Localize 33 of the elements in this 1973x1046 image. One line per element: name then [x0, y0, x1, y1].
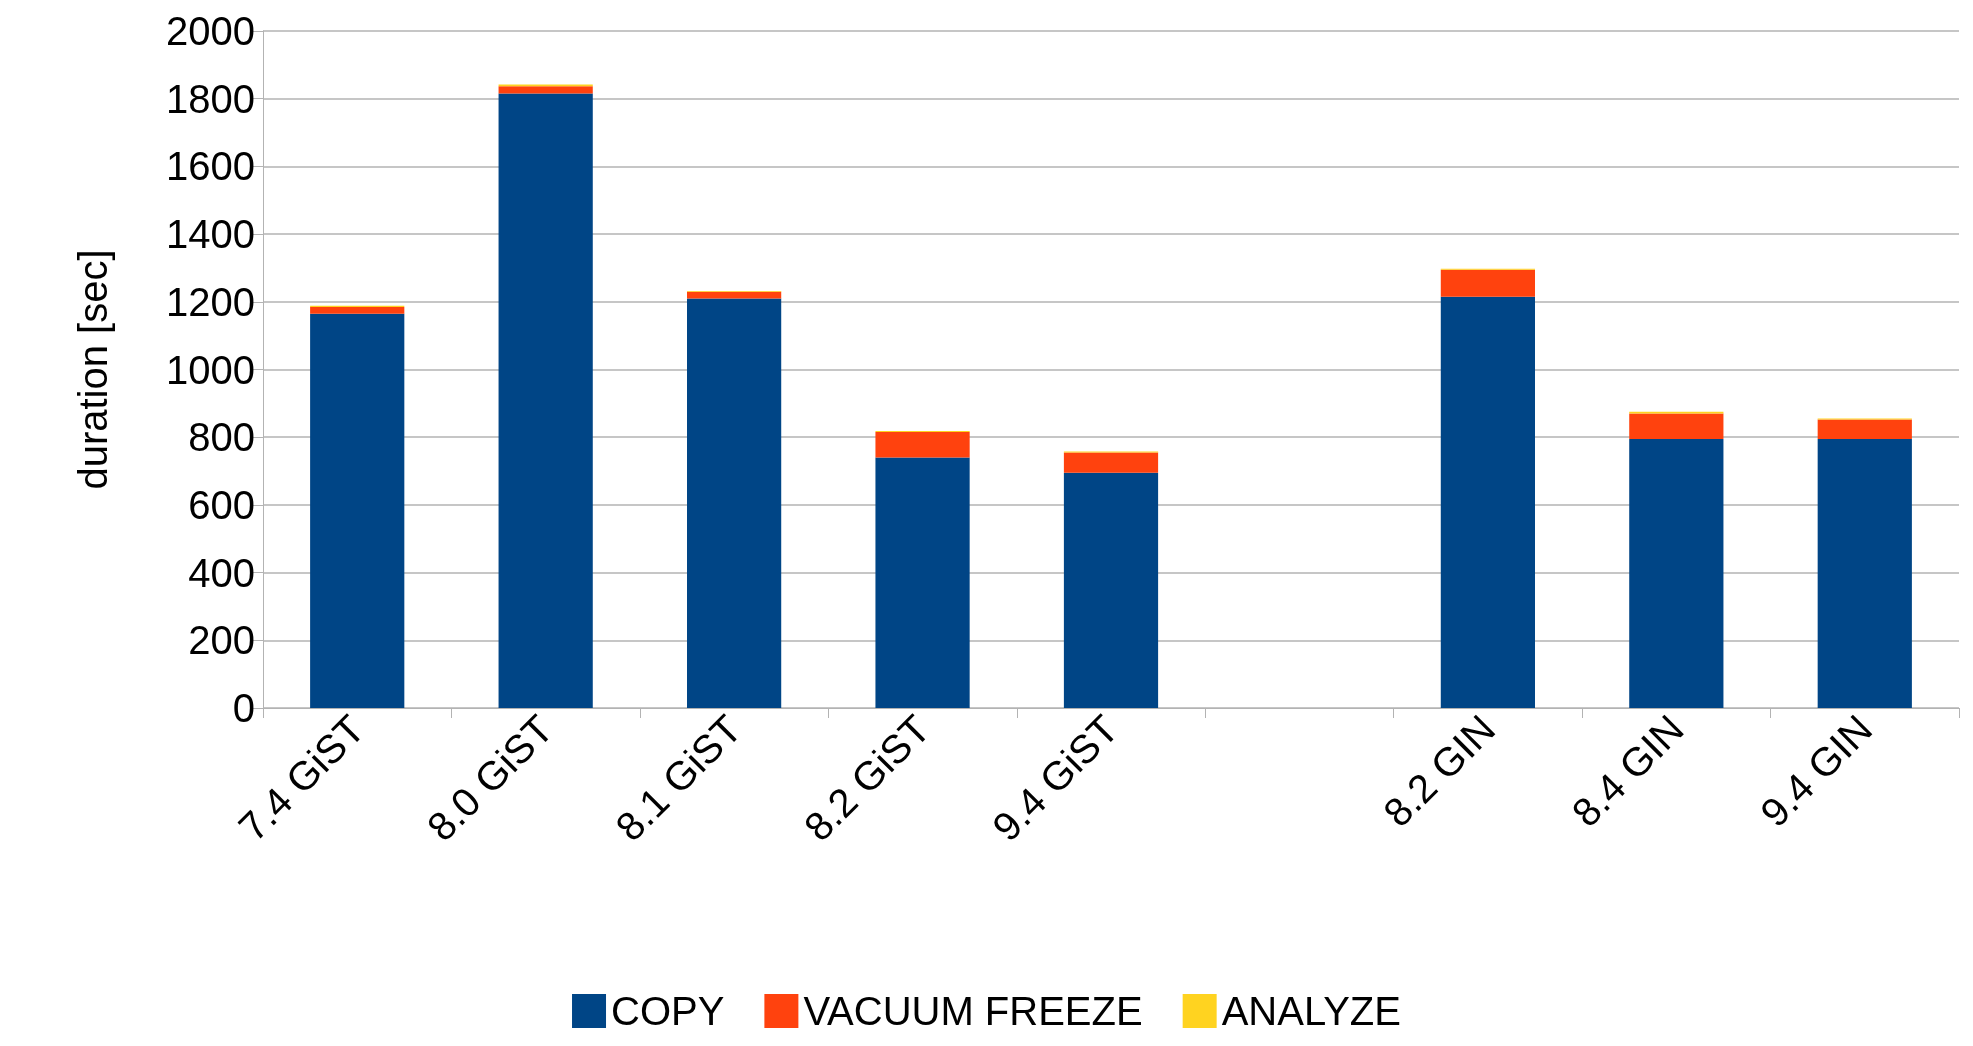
bar	[1440, 296, 1535, 708]
y-tick-label: 600	[188, 482, 255, 527]
legend-label: COPY	[611, 989, 725, 1033]
y-tick-label: 0	[232, 686, 255, 730]
y-tick-label: 1600	[166, 144, 255, 189]
y-axis-title: duration [sec]	[71, 249, 115, 490]
bar	[310, 306, 405, 314]
bar	[1440, 269, 1535, 297]
bar	[1063, 452, 1159, 473]
legend-label: VACUUM FREEZE	[803, 989, 1143, 1033]
y-tick-label: 1800	[166, 76, 255, 121]
y-tick-label: 2000	[166, 9, 255, 53]
bar	[1629, 438, 1724, 708]
bar	[875, 457, 970, 708]
legend-label: ANALYZE	[1221, 989, 1401, 1033]
bar	[687, 298, 782, 708]
bar	[1817, 438, 1912, 708]
x-tick-label: 8.2 GIN	[1374, 706, 1504, 835]
y-tick-label: 1400	[166, 212, 255, 257]
bar	[1817, 419, 1912, 439]
bar	[310, 313, 405, 708]
y-tick-label: 1000	[166, 347, 255, 392]
bar	[498, 86, 593, 94]
x-tick-label: 8.4 GIN	[1563, 706, 1692, 835]
y-tick-label: 400	[188, 550, 255, 595]
bar	[498, 93, 593, 708]
bar	[875, 432, 970, 458]
y-tick-label: 200	[188, 618, 255, 663]
bar	[1063, 472, 1159, 708]
y-tick-label: 800	[188, 415, 255, 460]
x-tick-label: 9.4 GIN	[1751, 706, 1881, 835]
bar	[1629, 413, 1724, 439]
y-tick-label: 1200	[166, 279, 255, 324]
